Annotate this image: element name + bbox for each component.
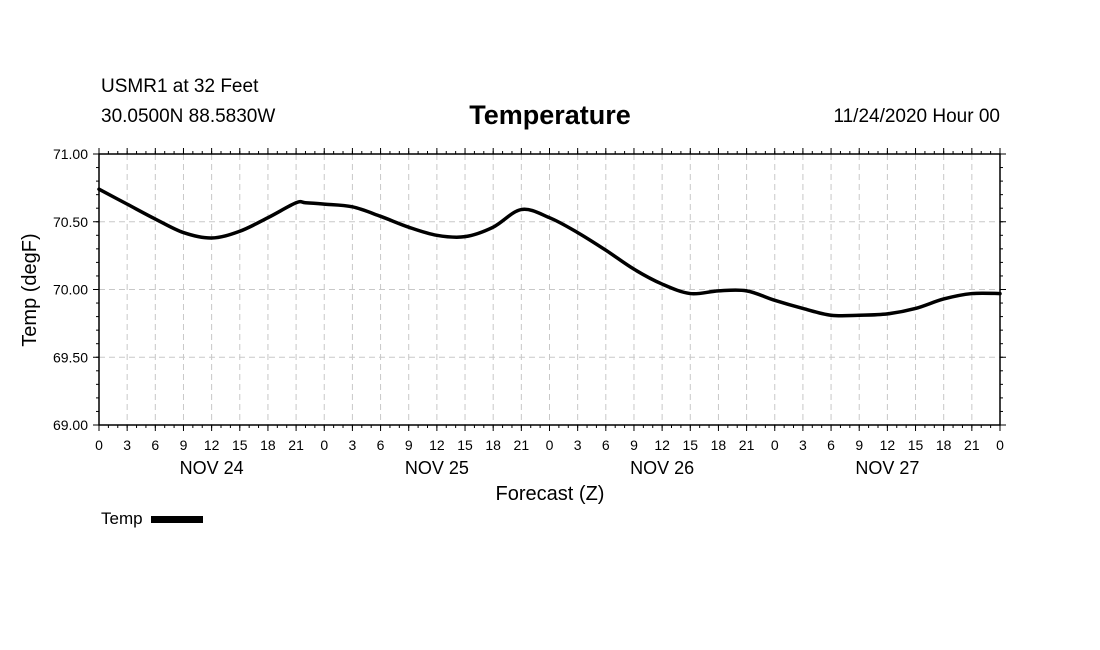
x-tick-label: 9 [855,437,863,453]
x-tick-label: 0 [546,437,554,453]
x-tick-label: 18 [485,437,501,453]
x-tick-label: 3 [123,437,131,453]
y-tick-label: 70.50 [53,214,88,230]
day-label: NOV 27 [855,458,919,478]
x-tick-label: 0 [996,437,1004,453]
x-tick-label: 6 [151,437,159,453]
x-tick-label: 12 [880,437,896,453]
x-tick-label: 18 [936,437,952,453]
x-tick-label: 15 [682,437,698,453]
x-tick-label: 3 [574,437,582,453]
x-tick-labels: 0 3 6 9 12 15 18 21 0 3 6 9 12 15 18 21 0 3 6 9 12 15 18 21 0 3 6 9… [95,437,1004,453]
x-tick-label: 12 [429,437,445,453]
x-tick-label: 3 [349,437,357,453]
x-tick-label: 18 [711,437,727,453]
grid-lines [99,154,1000,425]
x-tick-label: 21 [288,437,304,453]
day-label: NOV 26 [630,458,694,478]
x-tick-label: 6 [827,437,835,453]
x-tick-label: 15 [232,437,248,453]
legend: Temp [101,509,203,529]
chart-title: Temperature [469,100,631,130]
x-tick-label: 6 [377,437,385,453]
legend-swatch-temp [150,516,203,524]
y-tick-labels: 69.00 69.50 70.00 70.50 71.00 [53,146,88,433]
x-tick-label: 0 [771,437,779,453]
y-tick-label: 69.50 [53,349,88,365]
x-tick-label: 12 [204,437,220,453]
y-axis-title: Temp (degF) [19,233,41,346]
x-tick-label: 6 [602,437,610,453]
x-tick-label: 0 [95,437,103,453]
x-tick-label: 0 [320,437,328,453]
x-tick-label: 9 [180,437,188,453]
day-labels: NOV 24 NOV 25 NOV 26 NOV 27 [180,458,920,478]
forecast-datetime: 11/24/2020 Hour 00 [833,106,1000,127]
x-tick-label: 21 [739,437,755,453]
x-tick-label: 9 [405,437,413,453]
station-label: USMR1 at 32 Feet [101,76,259,97]
x-tick-label: 21 [514,437,530,453]
day-label: NOV 25 [405,458,469,478]
x-axis-title: Forecast (Z) [496,483,605,505]
y-tick-label: 70.00 [53,282,88,298]
axis-ticks [93,148,1006,431]
y-tick-label: 69.00 [53,417,88,433]
x-tick-label: 15 [457,437,473,453]
coordinates-label: 30.0500N 88.5830W [101,106,276,127]
y-tick-label: 71.00 [53,146,88,162]
x-tick-label: 9 [630,437,638,453]
x-tick-label: 15 [908,437,924,453]
day-label: NOV 24 [180,458,244,478]
x-tick-label: 3 [799,437,807,453]
x-tick-label: 12 [654,437,670,453]
temp-series-line [97,187,1002,318]
legend-label-temp: Temp [101,509,143,528]
x-tick-label: 21 [964,437,980,453]
x-tick-label: 18 [260,437,276,453]
